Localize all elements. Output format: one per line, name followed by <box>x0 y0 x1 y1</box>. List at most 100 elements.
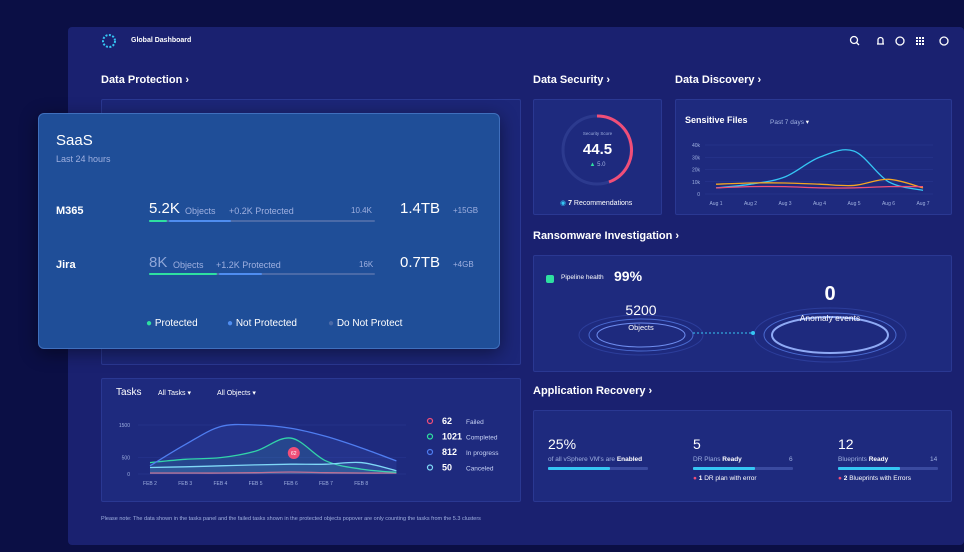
row-name: M365 <box>56 205 84 217</box>
logo <box>102 34 116 48</box>
section-title[interactable]: Data Protection › <box>101 74 190 86</box>
legend-item: ● Do Not Protect <box>328 318 403 329</box>
x-tick-label: FEB 2 <box>143 481 157 487</box>
protected: +1.2K Protected <box>216 260 281 270</box>
x-tick-label: FEB 5 <box>249 481 263 487</box>
tasks-legend: 62 Failed 1021 Completed 812 In progress 50 Can… <box>426 416 499 473</box>
series-line <box>149 437 397 474</box>
y-tick-label: 500 <box>122 456 131 462</box>
note: Please note: The data shown in the tasks… <box>101 516 481 522</box>
popup-subtitle: Last 24 hours <box>56 154 111 164</box>
legend-item: ● Not Protected <box>227 318 297 329</box>
objects: 5.2K <box>149 200 180 217</box>
series-line <box>715 178 924 189</box>
series-area <box>150 424 397 474</box>
recovery-card <box>533 410 952 502</box>
y-tick-label: 20k <box>692 168 701 174</box>
bp-label: Blueprints Ready <box>838 456 889 463</box>
saas-popup <box>38 113 500 349</box>
series-line <box>149 423 397 467</box>
period-dropdown[interactable]: Past 7 days ▾ <box>770 119 810 126</box>
delta: +15GB <box>453 206 479 215</box>
series-area <box>150 462 397 474</box>
size: 0.7TB <box>400 254 441 271</box>
legend-count: 50 <box>442 463 452 473</box>
app-title: Global Dashboard <box>131 37 192 44</box>
y-tick-label: 0 <box>127 472 130 478</box>
legend-label: Canceled <box>466 466 494 473</box>
legend-label: Completed <box>466 435 498 442</box>
section-title[interactable]: Ransomware Investigation › <box>533 230 680 242</box>
legend-item: ● Protected <box>146 318 198 329</box>
discovery-chart: 0 10k 20k 30k 40k Aug 1 Aug 2 Aug 3 Aug 4 Aug 5 Au… <box>692 143 933 207</box>
apps-icon[interactable] <box>916 37 924 45</box>
legend-label: Failed <box>466 419 484 426</box>
search-icon[interactable] <box>849 35 859 45</box>
filter[interactable]: All Objects ▾ <box>217 390 256 397</box>
x-tick-label: Aug 4 <box>813 201 826 207</box>
x-tick-label: FEB 7 <box>319 481 333 487</box>
bp-total: 14 <box>930 456 938 463</box>
legend-count: 62 <box>442 416 452 426</box>
total: 16K <box>359 260 374 269</box>
y-tick-label: 10k <box>692 180 701 186</box>
score-change: ▲ 5.0 <box>589 162 606 168</box>
section-title[interactable]: Data Discovery › <box>675 74 762 86</box>
ransomware-card <box>533 255 952 372</box>
help-icon[interactable] <box>895 36 905 46</box>
y-tick-label: 1500 <box>119 423 130 429</box>
y-tick-label: 30k <box>692 155 701 161</box>
vsphere-value: 25% <box>548 436 577 452</box>
x-tick-label: FEB 8 <box>354 481 368 487</box>
objects-label: Objects <box>185 206 216 216</box>
objects-label: Objects <box>173 260 204 270</box>
tasks-card <box>101 378 521 502</box>
card-title: Sensitive Files <box>685 115 748 125</box>
x-tick-label: FEB 3 <box>178 481 192 487</box>
x-tick-label: FEB 4 <box>213 481 227 487</box>
y-tick-label: 0 <box>697 192 700 198</box>
legend-marker <box>426 417 434 425</box>
x-tick-label: Aug 7 <box>916 201 929 207</box>
bar-not-protected <box>169 220 231 222</box>
recommendations[interactable]: ◉ 7 Recommendations <box>560 200 633 207</box>
anomaly-count: 0 <box>824 283 836 305</box>
score: 44.5 <box>582 141 613 158</box>
dr-total: 6 <box>789 456 793 463</box>
annotation: 62 <box>291 451 297 457</box>
bp-error[interactable]: ● 2 Blueprints with Errors <box>838 475 911 482</box>
track <box>149 220 375 222</box>
filter[interactable]: All Tasks ▾ <box>158 390 191 397</box>
objects-label: Objects <box>628 323 654 332</box>
user-icon[interactable] <box>939 36 949 46</box>
series-area <box>150 437 397 474</box>
toolbar <box>849 35 949 46</box>
anomaly-label: Anomaly events <box>799 313 861 323</box>
row-name: Jira <box>56 259 76 271</box>
pipeline-label: Pipeline health <box>561 274 604 281</box>
series-line <box>149 461 397 472</box>
series-line <box>715 185 924 189</box>
legend-marker <box>426 433 434 440</box>
popup-title: SaaS <box>56 132 93 149</box>
bar <box>693 467 755 470</box>
bar-protected <box>149 273 217 275</box>
y-tick-label: 40k <box>692 143 701 149</box>
x-tick-label: Aug 3 <box>778 201 791 207</box>
tasks-chart: 0 500 1500 FEB 2 FEB 3 FEB 4 FEB 5 FEB 6 FEB 7 FE… <box>119 423 406 487</box>
objects: 8K <box>149 254 168 271</box>
series-line <box>149 471 397 474</box>
x-tick-label: FEB 6 <box>284 481 298 487</box>
legend-marker <box>426 464 434 471</box>
section-title[interactable]: Application Recovery › <box>533 385 653 397</box>
pipeline-value: 99% <box>614 268 643 284</box>
bar <box>838 467 900 470</box>
legend-label: In progress <box>466 450 499 457</box>
dr-error[interactable]: ● 1 DR plan with error <box>693 475 757 482</box>
section-title[interactable]: Data Security › <box>533 74 611 86</box>
score-label: Security Score <box>582 131 613 136</box>
x-tick-label: Aug 1 <box>709 201 722 207</box>
bell-icon[interactable] <box>877 36 884 45</box>
dr-value: 5 <box>693 436 701 452</box>
